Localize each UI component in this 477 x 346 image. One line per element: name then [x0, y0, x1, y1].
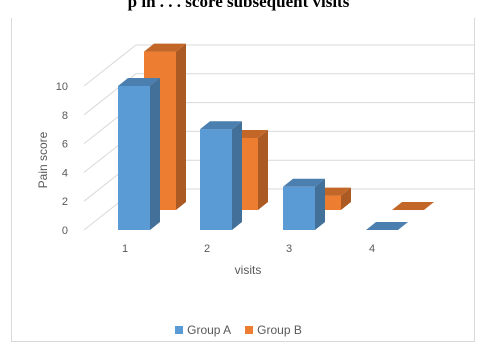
gridline	[83, 44, 474, 87]
bar-group-a-1	[118, 78, 160, 230]
bar-top-face	[366, 222, 408, 230]
bars	[118, 43, 434, 231]
bar-front-face	[283, 186, 315, 230]
legend-label-group-b: Group B	[257, 323, 302, 337]
x-tick-label: 2	[204, 243, 210, 255]
y-tick-label: 10	[56, 81, 68, 93]
y-tick-label: 6	[62, 139, 68, 151]
legend-item-group-b: Group B	[245, 322, 302, 338]
y-tick-label: 8	[62, 110, 68, 122]
y-tick-label: 0	[62, 225, 68, 237]
bar-front-face	[118, 86, 150, 230]
gridline	[83, 73, 474, 116]
bar-top-face	[200, 121, 242, 130]
y-tick-label: 4	[62, 167, 68, 179]
bar-group-a-2	[200, 121, 242, 230]
bar-group-b-4	[392, 202, 434, 211]
legend: Group A Group B	[0, 322, 477, 338]
x-tick-labels: 1 2 3 4	[122, 243, 375, 255]
bar-front-face	[200, 129, 232, 230]
legend-label-group-a: Group A	[187, 323, 232, 337]
bar-group-a-4	[366, 222, 408, 231]
legend-swatch-group-b	[245, 326, 254, 334]
bar-side-face	[315, 178, 325, 230]
bar-side-face	[232, 121, 242, 230]
x-tick-label: 4	[369, 243, 375, 255]
figure-caption: p in . . . score subsequent visits	[127, 0, 350, 11]
x-tick-label: 3	[286, 243, 292, 255]
bar-side-face	[341, 187, 351, 210]
y-axis-title: Pain score	[36, 131, 50, 188]
bar-group-a-3	[283, 178, 325, 230]
bar-top-face	[144, 43, 186, 52]
legend-item-group-a: Group A	[175, 322, 231, 338]
bar-top-face	[392, 202, 434, 210]
bar-top-face	[118, 78, 160, 86]
bar-side-face	[258, 130, 268, 210]
bar-top-face	[283, 178, 325, 187]
bar-side-face	[176, 43, 186, 210]
bar-side-face	[150, 78, 160, 230]
y-tick-label: 2	[62, 196, 68, 208]
y-tick-labels: 0 2 4 6 8 10	[56, 81, 68, 237]
legend-swatch-group-a	[175, 326, 184, 334]
x-tick-label: 1	[122, 243, 128, 255]
x-axis-title: visits	[235, 263, 262, 277]
gridlines	[83, 44, 474, 231]
chart-frame	[11, 18, 475, 342]
